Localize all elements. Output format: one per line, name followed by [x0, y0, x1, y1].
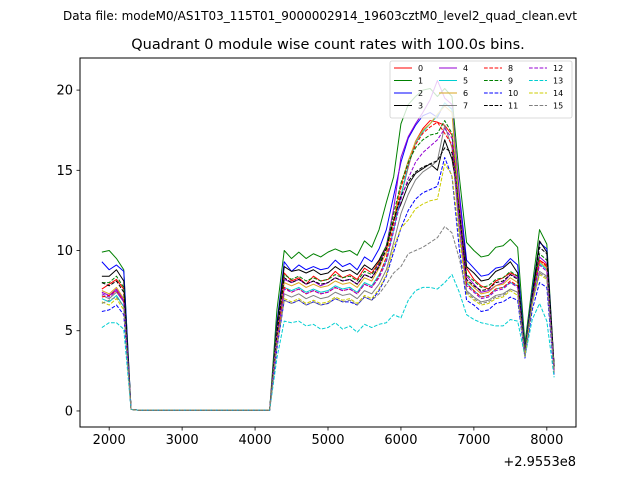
legend-label-14: 14: [553, 89, 563, 98]
y-tick-label: 5: [65, 324, 73, 339]
series-line-10: [101, 156, 555, 411]
legend-label-7: 7: [463, 102, 468, 111]
chart-title: Quadrant 0 module wise count rates with …: [131, 37, 525, 53]
legend-label-8: 8: [508, 64, 513, 73]
x-tick-label: 2000: [93, 433, 126, 448]
legend-label-11: 11: [508, 102, 518, 111]
legend-box: [389, 60, 573, 119]
legend-label-1: 1: [418, 77, 423, 86]
legend-label-2: 2: [418, 89, 423, 98]
series-line-13: [101, 274, 555, 411]
legend-label-3: 3: [418, 102, 423, 111]
legend-label-9: 9: [508, 77, 513, 86]
series-line-15: [101, 225, 555, 411]
y-tick-label: 20: [56, 84, 73, 99]
legend-label-13: 13: [553, 77, 563, 86]
x-tick-label: 3000: [166, 433, 199, 448]
series-line-12: [101, 128, 555, 411]
x-tick-label: 5000: [311, 433, 344, 448]
legend-label-15: 15: [553, 102, 563, 111]
x-tick-label: 8000: [530, 433, 563, 448]
legend-label-4: 4: [463, 64, 468, 73]
x-tick-label: 7000: [457, 433, 490, 448]
x-axis-offset-label: +2.9553e8: [503, 455, 576, 470]
legend-label-12: 12: [553, 64, 563, 73]
y-tick-label: 10: [56, 244, 73, 259]
series-lines: [101, 79, 555, 411]
y-tick-label: 0: [65, 404, 73, 419]
suptitle: Data file: modeM0/AS1T03_115T01_90000029…: [63, 9, 577, 23]
x-tick-label: 4000: [239, 433, 272, 448]
plot-area: 2000 3000 4000 5000 6000 7000 8000051015200123…: [56, 57, 577, 448]
legend-label-0: 0: [418, 64, 423, 73]
legend-label-5: 5: [463, 77, 468, 86]
x-tick-label: 6000: [384, 433, 417, 448]
legend-label-10: 10: [508, 89, 518, 98]
legend-label-6: 6: [463, 89, 468, 98]
y-tick-label: 15: [56, 164, 73, 179]
